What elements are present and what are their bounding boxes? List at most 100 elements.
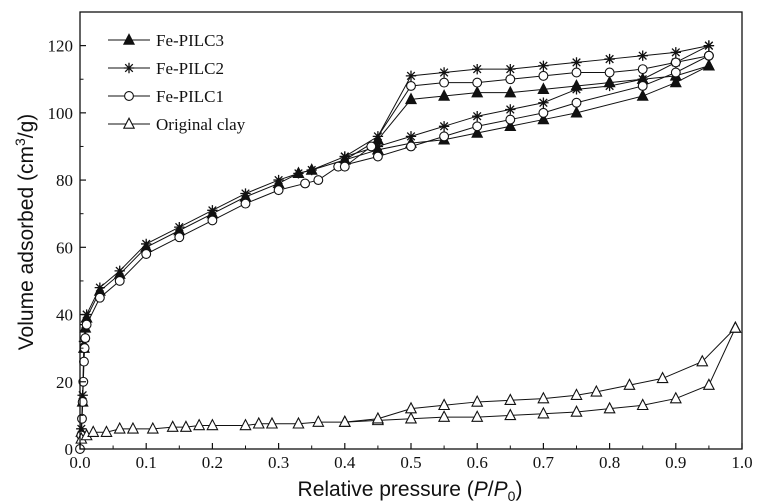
original-clay-adsorption-point bbox=[471, 410, 484, 422]
legend-label: Original clay bbox=[156, 115, 246, 134]
original-clay-desorption-point bbox=[570, 388, 583, 400]
y-tick-label: 100 bbox=[48, 104, 74, 123]
legend-item-original-clay: Original clay bbox=[108, 115, 246, 134]
x-tick-label: 0.6 bbox=[467, 453, 488, 472]
fe-pilc1-adsorption-point bbox=[439, 131, 450, 142]
fe-pilc3-adsorption-point bbox=[537, 112, 550, 125]
fe-pilc2-adsorption-point bbox=[174, 221, 185, 233]
fe-pilc1-adsorption-point bbox=[670, 67, 681, 78]
x-tick-label: 0.5 bbox=[400, 453, 421, 472]
fe-pilc1-adsorption-point bbox=[472, 121, 483, 132]
original-clay-adsorption-point bbox=[126, 421, 140, 434]
fe-pilc1-desorption-point bbox=[604, 67, 615, 78]
fe-pilc2-adsorption-point bbox=[571, 84, 582, 95]
fe-pilc1-desorption-point bbox=[538, 70, 549, 81]
fe-pilc1-desorption-point bbox=[366, 141, 377, 152]
fe-pilc3-adsorption-point bbox=[669, 75, 682, 88]
original-clay-desorption-point bbox=[504, 393, 517, 406]
fe-pilc1-adsorption-point bbox=[300, 178, 311, 189]
original-clay-adsorption-point bbox=[206, 418, 219, 431]
legend: Fe-PILC3 Fe-PILC2 Fe-PILC1 Original clay bbox=[108, 31, 246, 134]
original-clay-adsorption-point bbox=[166, 420, 179, 432]
fe-pilc1-desorption-point bbox=[505, 74, 516, 85]
fe-pilc2-desorption-point bbox=[339, 151, 350, 162]
original-clay-desorption-point bbox=[537, 391, 550, 404]
fe-pilc1-adsorption-point bbox=[207, 215, 218, 226]
y-tick-label: 40 bbox=[56, 306, 73, 325]
fe-pilc1-adsorption-point bbox=[79, 356, 89, 367]
y-tick-label: 20 bbox=[56, 373, 73, 392]
original-clay-adsorption-point bbox=[570, 405, 583, 417]
legend-label: Fe-PILC2 bbox=[156, 59, 224, 78]
fe-pilc1-adsorption-point bbox=[637, 81, 648, 91]
original-clay-desorption-line bbox=[344, 327, 736, 423]
fe-pilc1-desorption-point bbox=[439, 77, 450, 88]
x-tick-label: 0.4 bbox=[334, 453, 356, 472]
fe-pilc2-desorption-point bbox=[670, 47, 681, 58]
fe-pilc2-adsorption-point bbox=[81, 309, 92, 320]
series-original-clay bbox=[75, 320, 742, 444]
fe-pilc2-adsorption-line bbox=[80, 45, 710, 429]
fe-pilc2-desorption-point bbox=[703, 40, 715, 51]
fe-pilc1-adsorption-point bbox=[505, 114, 516, 125]
original-clay-desorption-point bbox=[371, 411, 385, 424]
fe-pilc1-adsorption-point bbox=[141, 249, 152, 259]
original-clay-desorption-point bbox=[656, 371, 669, 384]
original-clay-adsorption-point bbox=[312, 415, 325, 427]
fe-pilc2-adsorption-point bbox=[472, 111, 483, 122]
fe-pilc1-desorption-point bbox=[637, 64, 648, 75]
fe-pilc2-desorption-point bbox=[637, 50, 648, 61]
legend-label: Fe-PILC3 bbox=[156, 31, 224, 50]
legend-item-fe-pilc3: Fe-PILC3 bbox=[108, 31, 224, 50]
x-tick-label: 0.3 bbox=[268, 453, 289, 472]
legend-marker bbox=[122, 117, 136, 129]
fe-pilc1-desorption-point bbox=[670, 57, 681, 68]
x-tick-label: 1.0 bbox=[731, 453, 752, 472]
fe-pilc1-desorption-point bbox=[339, 161, 350, 172]
fe-pilc2-adsorption-point bbox=[604, 80, 615, 92]
original-clay-desorption-point bbox=[471, 394, 484, 407]
fe-pilc1-adsorption-point bbox=[372, 151, 383, 162]
fe-pilc2-desorption-point bbox=[505, 63, 516, 75]
fe-pilc1-adsorption-point bbox=[406, 141, 416, 152]
original-clay-adsorption-point bbox=[669, 391, 682, 404]
legend-marker bbox=[124, 91, 134, 101]
original-clay-adsorption-point bbox=[179, 420, 193, 432]
fe-pilc2-adsorption-point bbox=[372, 141, 384, 152]
fe-pilc2-desorption-line bbox=[344, 45, 709, 157]
fe-pilc1-adsorption-point bbox=[313, 175, 324, 186]
fe-pilc1-desorption-line bbox=[344, 55, 709, 168]
fe-pilc1-adsorption-point bbox=[94, 292, 105, 303]
original-clay-desorption-point bbox=[338, 415, 351, 427]
original-clay-adsorption-point bbox=[193, 418, 206, 431]
fe-pilc3-adsorption-point bbox=[570, 105, 583, 118]
original-clay-adsorption-point bbox=[113, 421, 126, 434]
fe-pilc1-adsorption-point bbox=[273, 185, 284, 196]
original-clay-adsorption-point bbox=[702, 378, 716, 390]
original-clay-adsorption-point bbox=[292, 416, 305, 429]
original-clay-adsorption-point bbox=[404, 411, 418, 424]
legend-label: Fe-PILC1 bbox=[156, 87, 224, 106]
fe-pilc2-adsorption-point bbox=[141, 238, 152, 250]
fe-pilc3-desorption-point bbox=[438, 89, 451, 101]
fe-pilc3-desorption-point bbox=[471, 85, 484, 98]
x-tick-label: 0.0 bbox=[69, 453, 90, 472]
fe-pilc2-adsorption-point bbox=[240, 188, 251, 199]
fe-pilc3-desorption-point bbox=[537, 82, 550, 95]
original-clay-adsorption-point bbox=[636, 398, 649, 411]
original-clay-adsorption-point bbox=[239, 418, 252, 431]
x-tick-label: 0.9 bbox=[665, 453, 686, 472]
x-axis-label-main: Relative pressure ( bbox=[298, 478, 474, 501]
fe-pilc3-adsorption-point bbox=[504, 119, 517, 131]
original-clay-adsorption-point bbox=[146, 421, 159, 434]
original-clay-adsorption-point bbox=[437, 410, 451, 422]
original-clay-adsorption-point bbox=[100, 425, 113, 437]
y-axis-label: Volume adsorbed (cm3/g) bbox=[12, 114, 38, 351]
fe-pilc2-desorption-point bbox=[604, 53, 615, 65]
legend-marker bbox=[122, 33, 136, 45]
fe-pilc3-desorption-point bbox=[702, 58, 715, 71]
series-fe-pilc2 bbox=[76, 40, 715, 435]
y-tick-label: 80 bbox=[56, 171, 73, 190]
legend-item-fe-pilc2: Fe-PILC2 bbox=[108, 59, 224, 78]
legend-marker bbox=[123, 62, 135, 74]
